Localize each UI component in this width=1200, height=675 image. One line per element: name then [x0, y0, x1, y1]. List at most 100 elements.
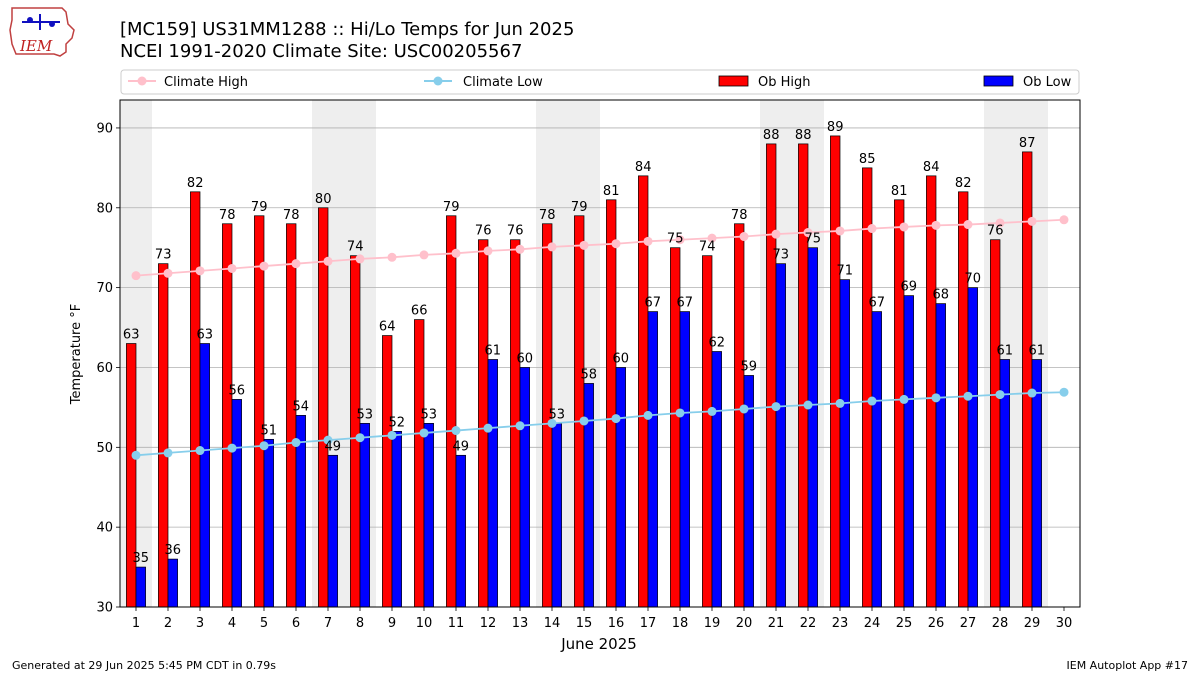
climate-low-point: [675, 408, 685, 418]
ob-high-bar: [382, 335, 393, 608]
climate-low-point: [483, 423, 493, 433]
ob-low-bar: [775, 263, 786, 608]
ob-low-bar: [391, 430, 402, 608]
footer-generated: Generated at 29 Jun 2025 5:45 PM CDT in …: [12, 659, 277, 672]
x-tick-label: 24: [864, 616, 881, 631]
climate-high-point: [835, 226, 845, 236]
ob-high-data-label: 80: [315, 192, 332, 207]
climate-low-point: [163, 448, 173, 458]
ob-high-data-label: 76: [475, 224, 492, 239]
climate-low-point: [259, 441, 269, 451]
climate-high-point: [611, 239, 621, 249]
x-tick-label: 13: [512, 616, 529, 631]
y-tick-label: 30: [96, 601, 113, 616]
climate-low-point: [931, 393, 941, 403]
climate-high-point: [515, 244, 525, 254]
x-tick-label: 18: [672, 616, 689, 631]
climate-high-point: [259, 261, 269, 271]
climate-high-point: [771, 229, 781, 239]
ob-high-data-label: 74: [699, 240, 716, 255]
ob-high-data-label: 79: [571, 200, 588, 215]
ob-low-bar: [199, 343, 210, 608]
x-tick-label: 20: [736, 616, 753, 631]
ob-high-bar: [414, 319, 425, 608]
ob-low-data-label: 61: [485, 343, 502, 358]
ob-high-bar: [702, 255, 713, 608]
ob-low-data-label: 67: [869, 296, 886, 311]
x-tick-label: 14: [544, 616, 561, 631]
ob-high-data-label: 75: [667, 232, 684, 247]
chart-title: [MC159] US31MM1288 :: Hi/Lo Temps for Ju…: [120, 19, 574, 40]
ob-low-data-label: 63: [197, 328, 214, 343]
climate-low-point: [739, 404, 749, 414]
ob-high-bar: [318, 207, 329, 608]
ob-high-data-label: 81: [603, 184, 620, 199]
ob-low-bar: [359, 423, 370, 608]
climate-low-point: [579, 416, 589, 426]
ob-low-data-label: 58: [581, 367, 598, 382]
ob-low-data-label: 54: [293, 399, 310, 414]
ob-high-data-label: 87: [1019, 136, 1036, 151]
x-tick-label: 30: [1056, 616, 1073, 631]
climate-low-point: [547, 418, 557, 428]
climate-high-point: [1027, 216, 1037, 226]
climate-low-point: [323, 435, 333, 445]
climate-low-point: [355, 433, 365, 443]
climate-low-point: [515, 421, 525, 431]
ob-low-data-label: 53: [421, 407, 438, 422]
climate-high-point: [995, 218, 1005, 228]
climate-low-point: [963, 391, 973, 401]
climate-high-point: [195, 266, 205, 276]
ob-low-bar: [135, 566, 146, 608]
footer-app: IEM Autoplot App #17: [1066, 659, 1189, 672]
ob-low-bar: [263, 438, 274, 608]
ob-low-data-label: 61: [997, 343, 1014, 358]
legend-climate-low-marker: [433, 76, 443, 86]
climate-low-point: [643, 410, 653, 420]
ob-low-data-label: 52: [389, 415, 406, 430]
climate-low-point: [611, 414, 621, 424]
climate-high-point: [739, 232, 749, 242]
y-tick-label: 60: [96, 361, 113, 376]
legend-climate-high-marker: [137, 76, 147, 86]
climate-low-point: [419, 428, 429, 438]
ob-low-bar: [615, 367, 626, 608]
ob-high-bar: [862, 167, 873, 608]
ob-low-bar: [423, 423, 434, 608]
x-tick-label: 23: [832, 616, 849, 631]
iem-logo: IEM: [9, 7, 75, 57]
climate-high-point: [867, 224, 877, 234]
ob-high-data-label: 78: [539, 208, 556, 223]
ob-low-data-label: 61: [1029, 343, 1046, 358]
y-axis-title: Temperature °F: [69, 304, 84, 405]
ob-high-data-label: 76: [987, 224, 1004, 239]
x-tick-label: 6: [292, 616, 300, 631]
x-tick-label: 12: [480, 616, 497, 631]
x-tick-label: 19: [704, 616, 721, 631]
ob-high-data-label: 88: [795, 128, 812, 143]
climate-lines: [131, 215, 1069, 460]
ob-low-bar: [647, 311, 658, 608]
x-tick-label: 25: [896, 616, 913, 631]
climate-high-point: [643, 236, 653, 246]
x-tick-label: 22: [800, 616, 817, 631]
climate-low-point: [291, 438, 301, 448]
ob-low-bar: [167, 558, 178, 608]
ob-low-data-label: 68: [933, 288, 950, 303]
iem-logo-text: IEM: [19, 37, 53, 55]
climate-low-point: [995, 390, 1005, 400]
climate-low-point: [1059, 387, 1069, 397]
climate-low-point: [195, 446, 205, 456]
x-tick-label: 9: [388, 616, 396, 631]
climate-high-point: [419, 250, 429, 260]
climate-high-point: [579, 240, 589, 250]
ob-high-data-label: 88: [763, 128, 780, 143]
ob-low-bar: [679, 311, 690, 608]
climate-low-point: [899, 394, 909, 404]
x-tick-label: 29: [1024, 616, 1041, 631]
ob-low-data-label: 60: [613, 351, 630, 366]
ob-low-data-label: 35: [133, 551, 150, 566]
x-tick-label: 2: [164, 616, 172, 631]
ob-high-bar: [190, 191, 201, 608]
